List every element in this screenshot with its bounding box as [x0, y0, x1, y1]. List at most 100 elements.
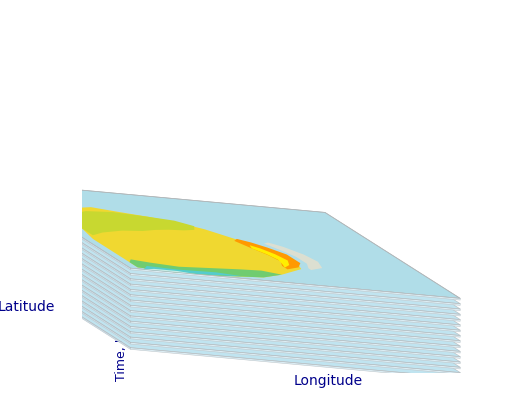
Polygon shape	[225, 316, 296, 348]
Polygon shape	[130, 300, 460, 332]
Polygon shape	[0, 251, 460, 367]
Polygon shape	[0, 240, 130, 328]
Polygon shape	[265, 310, 319, 339]
Polygon shape	[225, 252, 296, 284]
Polygon shape	[130, 289, 460, 321]
Polygon shape	[0, 256, 130, 344]
Text: Time, Height or Depth: Time, Height or Depth	[115, 242, 127, 381]
Polygon shape	[130, 305, 460, 337]
Polygon shape	[225, 262, 296, 295]
Polygon shape	[130, 316, 460, 348]
Polygon shape	[0, 209, 460, 325]
Polygon shape	[225, 268, 296, 300]
Polygon shape	[265, 267, 319, 297]
Polygon shape	[0, 262, 460, 378]
Polygon shape	[0, 246, 460, 362]
Polygon shape	[0, 214, 130, 302]
Polygon shape	[130, 348, 460, 379]
Polygon shape	[0, 219, 130, 307]
Polygon shape	[225, 247, 296, 279]
Polygon shape	[0, 198, 460, 314]
Polygon shape	[239, 264, 286, 287]
Polygon shape	[130, 337, 460, 369]
Polygon shape	[239, 306, 286, 329]
Polygon shape	[0, 203, 460, 320]
Polygon shape	[0, 235, 460, 351]
Polygon shape	[225, 299, 296, 333]
Polygon shape	[265, 294, 319, 323]
Polygon shape	[0, 219, 460, 335]
Polygon shape	[239, 253, 286, 276]
Polygon shape	[234, 239, 300, 269]
Text: Latitude: Latitude	[0, 300, 55, 314]
Polygon shape	[265, 246, 319, 276]
Polygon shape	[0, 188, 460, 304]
Polygon shape	[0, 240, 460, 357]
Polygon shape	[225, 257, 296, 290]
Polygon shape	[0, 230, 130, 318]
Polygon shape	[0, 262, 130, 349]
Polygon shape	[265, 288, 319, 318]
Polygon shape	[0, 188, 130, 275]
Polygon shape	[0, 225, 130, 312]
Polygon shape	[130, 310, 460, 342]
Polygon shape	[265, 299, 319, 329]
Polygon shape	[69, 207, 300, 277]
Polygon shape	[72, 211, 194, 235]
Polygon shape	[239, 301, 286, 324]
Polygon shape	[225, 279, 296, 311]
Polygon shape	[0, 209, 130, 296]
Polygon shape	[239, 258, 286, 281]
Polygon shape	[130, 273, 460, 305]
Polygon shape	[0, 251, 130, 339]
Polygon shape	[130, 321, 460, 353]
Text: Longitude: Longitude	[293, 374, 362, 388]
Polygon shape	[265, 278, 319, 307]
Polygon shape	[265, 251, 319, 281]
Polygon shape	[0, 256, 460, 373]
Polygon shape	[239, 316, 286, 340]
Polygon shape	[239, 279, 286, 303]
Polygon shape	[265, 283, 319, 313]
Polygon shape	[225, 273, 296, 306]
Polygon shape	[225, 294, 296, 327]
Polygon shape	[130, 279, 460, 310]
Polygon shape	[239, 296, 286, 319]
Polygon shape	[265, 315, 319, 344]
Polygon shape	[130, 295, 460, 327]
Polygon shape	[143, 266, 241, 276]
Polygon shape	[225, 242, 296, 274]
Polygon shape	[265, 304, 319, 334]
Polygon shape	[265, 320, 319, 350]
Polygon shape	[225, 305, 296, 338]
Polygon shape	[130, 342, 460, 374]
Polygon shape	[265, 262, 319, 292]
Polygon shape	[0, 235, 130, 323]
Polygon shape	[265, 256, 319, 286]
Polygon shape	[130, 327, 460, 358]
Polygon shape	[239, 248, 286, 271]
Polygon shape	[239, 269, 286, 292]
Polygon shape	[130, 268, 460, 300]
Polygon shape	[249, 245, 289, 268]
Polygon shape	[225, 289, 296, 322]
Polygon shape	[264, 242, 322, 270]
Polygon shape	[130, 284, 460, 316]
Polygon shape	[225, 284, 296, 316]
Polygon shape	[265, 273, 319, 302]
Polygon shape	[239, 322, 286, 345]
Polygon shape	[0, 193, 460, 309]
Polygon shape	[129, 259, 281, 277]
Polygon shape	[0, 214, 460, 330]
Polygon shape	[239, 290, 286, 313]
Polygon shape	[0, 193, 130, 281]
Polygon shape	[239, 274, 286, 297]
Polygon shape	[0, 182, 130, 270]
Polygon shape	[0, 203, 130, 291]
Polygon shape	[239, 311, 286, 335]
Polygon shape	[225, 310, 296, 343]
Polygon shape	[0, 182, 460, 298]
Polygon shape	[0, 230, 460, 346]
Polygon shape	[239, 285, 286, 308]
Polygon shape	[0, 225, 460, 341]
